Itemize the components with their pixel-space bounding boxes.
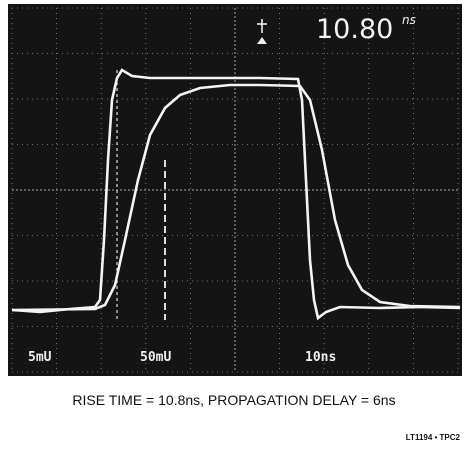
channel-1-scale: 5mU [28,350,52,365]
caption: RISE TIME = 10.8ns, PROPAGATION DELAY = … [72,392,395,408]
delta-t-icon [257,19,267,44]
input-trace [11,68,461,321]
graticule [11,7,459,373]
time-readout: 10.80 [316,14,393,45]
output-trace [11,83,461,312]
timebase: 10ns [305,350,336,365]
channel-2-scale: 50mU [140,350,171,365]
figure-id: LT1194 • TPC2 [406,433,461,442]
time-unit: ns [402,13,416,27]
